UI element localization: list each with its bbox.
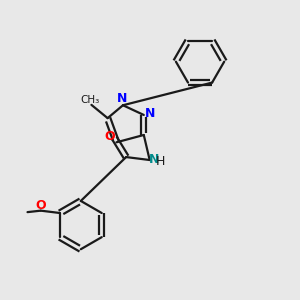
- Text: N: N: [145, 107, 155, 120]
- Text: CH₃: CH₃: [80, 95, 100, 106]
- Text: N: N: [149, 153, 160, 166]
- Text: O: O: [104, 130, 115, 143]
- Text: O: O: [35, 200, 46, 212]
- Text: H: H: [156, 155, 166, 168]
- Text: N: N: [117, 92, 128, 105]
